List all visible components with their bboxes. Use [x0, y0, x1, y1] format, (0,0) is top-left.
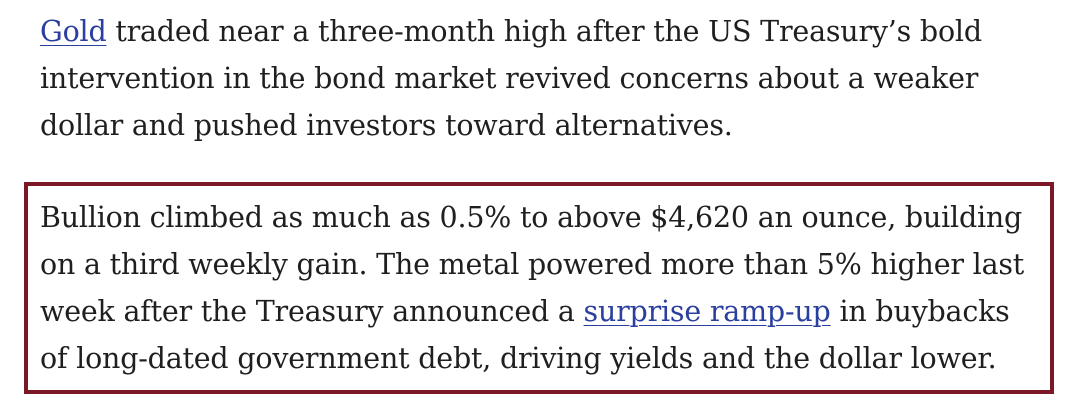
text: dollar and pushed investors toward alter… [40, 109, 733, 142]
link[interactable]: Gold [40, 15, 107, 48]
text-line: Bullion climbed as much as 0.5% to above… [40, 194, 1050, 241]
text: intervention in the bond market revived … [40, 62, 979, 95]
text-line: Gold traded near a three-month high afte… [40, 8, 1054, 55]
text: in buybacks [830, 295, 1010, 328]
text: of long-dated government debt, driving y… [40, 342, 997, 375]
link[interactable]: surprise ramp-up [583, 295, 831, 328]
text: on a third weekly gain. The metal powere… [40, 248, 1025, 281]
text: week after the Treasury announced a [40, 295, 584, 328]
paragraph: Gold traded near a three-month high afte… [24, 8, 1054, 149]
text: traded near a three-month high after the… [106, 15, 982, 48]
text-line: of long-dated government debt, driving y… [40, 335, 1050, 382]
text-line: week after the Treasury announced a surp… [40, 288, 1050, 335]
text-line: dollar and pushed investors toward alter… [40, 102, 1054, 149]
highlighted-paragraph: Bullion climbed as much as 0.5% to above… [24, 182, 1054, 394]
text: Bullion climbed as much as 0.5% to above… [40, 201, 1023, 234]
text-line: on a third weekly gain. The metal powere… [40, 241, 1050, 288]
text-line: intervention in the bond market revived … [40, 55, 1054, 102]
